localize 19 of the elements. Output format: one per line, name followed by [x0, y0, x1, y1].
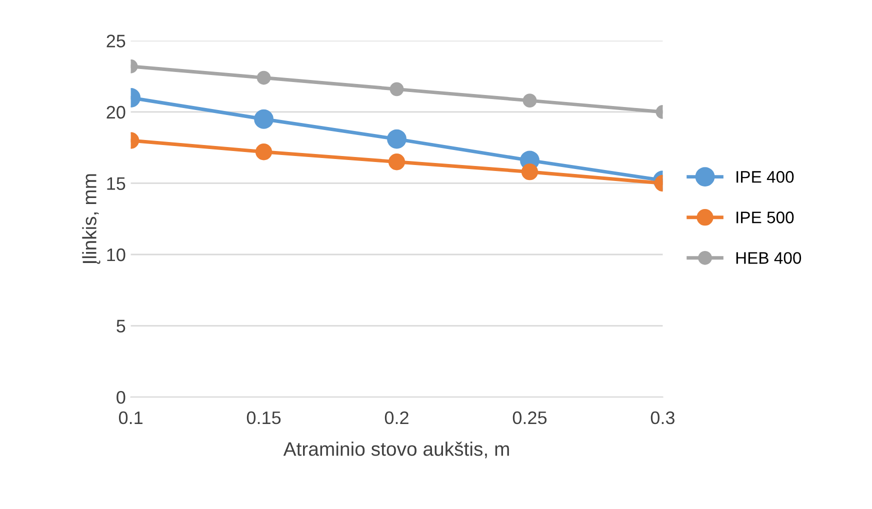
y-tick-label: 15: [107, 177, 126, 190]
point: [387, 129, 406, 149]
legend-label: HEB 400: [736, 252, 802, 264]
point: [390, 82, 404, 96]
y-tick-label: 20: [106, 106, 126, 119]
x-tick-label: 0.3: [650, 411, 674, 424]
y-axis-title: Įlinkis, mm: [82, 174, 100, 264]
y-tick-label: 0: [116, 390, 126, 404]
x-tick-label: 0.15: [246, 411, 281, 424]
y-tick-label: 25: [106, 34, 126, 48]
point: [388, 154, 406, 170]
x-axis-title: Atraminio stovo aukštis, m: [283, 442, 509, 458]
x-tick-label: 0.2: [384, 411, 408, 424]
y-tick-label: 5: [116, 320, 126, 332]
legend-label: IPE 500: [736, 212, 794, 224]
x-tick-label: 0.1: [118, 411, 142, 424]
legend-label: IPE 400: [736, 171, 794, 183]
y-tick-label: 10: [107, 248, 126, 262]
x-tick-label: 0.25: [512, 411, 547, 424]
